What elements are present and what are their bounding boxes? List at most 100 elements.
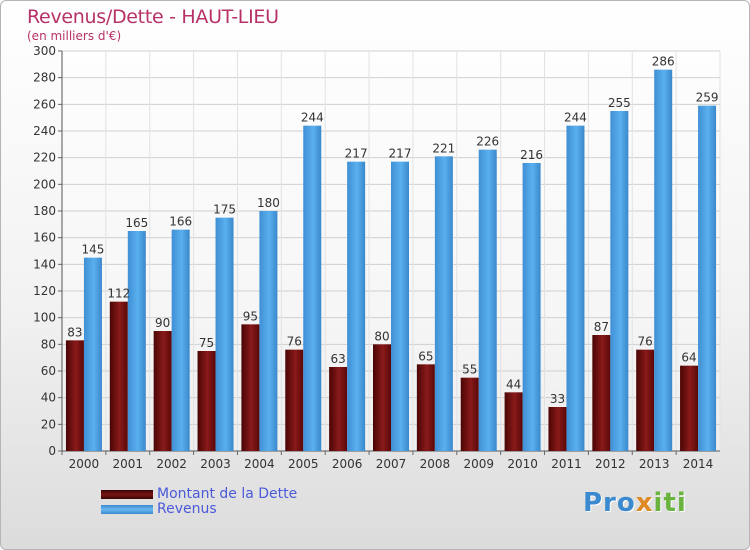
bar-revenus-2001	[127, 231, 146, 451]
chart-title: Revenus/Dette - HAUT-LIEU	[27, 6, 279, 28]
bar-revenus-2012	[610, 111, 629, 451]
bar-revenus-2005	[303, 125, 322, 452]
ytick-label-160: 160	[33, 231, 56, 245]
value-label-revenus-2003: 175	[213, 203, 236, 217]
value-label-revenus-2012: 255	[608, 96, 631, 110]
bar-revenus-2002	[171, 229, 190, 451]
xtick-label-2011: 2011	[551, 457, 582, 471]
xtick-label-2014: 2014	[683, 457, 714, 471]
bar-dette-2010	[504, 392, 523, 451]
ytick-label-280: 280	[33, 71, 56, 85]
bar-dette-2001	[109, 301, 128, 451]
xtick-label-2010: 2010	[507, 457, 538, 471]
legend-label-revenus: Revenus	[157, 501, 217, 517]
bar-revenus-2004	[259, 211, 278, 451]
xtick-label-2007: 2007	[376, 457, 407, 471]
bar-dette-2007	[373, 344, 391, 451]
bar-dette-2006	[329, 367, 348, 451]
value-label-dette-2012: 87	[594, 320, 609, 334]
bar-dette-2008	[416, 364, 435, 451]
value-label-revenus-2001: 165	[125, 216, 148, 230]
value-label-dette-2000: 83	[67, 325, 82, 339]
value-label-revenus-2007: 217	[389, 147, 412, 161]
xtick-label-2001: 2001	[113, 457, 144, 471]
ytick-label-60: 60	[41, 364, 56, 378]
ytick-label-260: 260	[33, 97, 56, 111]
value-label-dette-2002: 90	[155, 316, 170, 330]
bar-revenus-2009	[478, 149, 497, 451]
bar-revenus-2011	[566, 125, 585, 452]
axes: 0 20 40 60 80 100 120 140 160 180 200 220 240 260 280 3…	[33, 44, 720, 471]
value-label-revenus-2004: 180	[257, 196, 280, 210]
bar-dette-2011	[548, 407, 567, 451]
value-label-dette-2006: 63	[330, 352, 345, 366]
bar-dette-2013	[636, 349, 655, 451]
value-label-dette-2013: 76	[638, 335, 653, 349]
value-label-dette-2010: 44	[506, 377, 521, 391]
logo-part-3: iti	[653, 488, 687, 518]
value-label-dette-2007: 80	[374, 329, 389, 343]
xtick-label-2012: 2012	[595, 457, 626, 471]
value-label-revenus-2006: 217	[345, 147, 368, 161]
value-label-dette-2011: 33	[550, 392, 565, 406]
xtick-label-2008: 2008	[420, 457, 451, 471]
ytick-label-20: 20	[41, 417, 56, 431]
value-label-revenus-2005: 244	[301, 111, 324, 125]
ytick-label-300: 300	[33, 44, 56, 58]
xtick-label-2006: 2006	[332, 457, 363, 471]
bar-dette-2014	[680, 365, 699, 451]
value-label-revenus-2000: 145	[81, 243, 104, 257]
xtick-label-2002: 2002	[156, 457, 187, 471]
value-label-revenus-2010: 216	[520, 148, 543, 162]
xtick-label-2004: 2004	[244, 457, 275, 471]
xtick-label-2005: 2005	[288, 457, 319, 471]
xtick-label-2013: 2013	[639, 457, 670, 471]
bar-revenus-2008	[434, 156, 453, 452]
xtick-label-2009: 2009	[463, 457, 494, 471]
value-label-revenus-2014: 259	[696, 91, 719, 105]
legend-swatch-revenus	[101, 505, 153, 514]
bar-dette-2012	[592, 335, 611, 451]
value-label-revenus-2013: 286	[652, 55, 675, 69]
value-label-dette-2008: 65	[418, 349, 433, 363]
value-label-revenus-2009: 226	[476, 135, 499, 149]
bar-revenus-2006	[347, 161, 366, 451]
logo-part-2: x	[635, 488, 654, 518]
logo-part-1: Pro	[583, 488, 636, 518]
proxiti-logo: Proxiti	[583, 488, 687, 518]
bar-revenus-2014	[698, 105, 717, 452]
ytick-label-100: 100	[33, 311, 56, 325]
bar-dette-2002	[153, 331, 172, 451]
xtick-label-2000: 2000	[69, 457, 100, 471]
value-label-dette-2005: 76	[287, 335, 302, 349]
bars	[65, 69, 717, 452]
value-label-dette-2009: 55	[462, 363, 477, 377]
value-label-revenus-2011: 244	[564, 111, 587, 125]
value-label-dette-2004: 95	[243, 309, 258, 323]
bar-revenus-2007	[391, 161, 409, 451]
bar-revenus-2003	[215, 217, 234, 451]
ytick-label-40: 40	[41, 391, 56, 405]
bar-dette-2000	[65, 340, 84, 451]
value-label-dette-2014: 64	[681, 351, 696, 365]
ytick-label-220: 220	[33, 151, 56, 165]
ytick-label-180: 180	[33, 204, 56, 218]
ytick-label-200: 200	[33, 177, 56, 191]
ytick-label-120: 120	[33, 284, 56, 298]
value-labels: 83 145 112 165 90 166 75 175 95 180 76 244 63 217 80 21…	[67, 55, 718, 406]
ytick-label-240: 240	[33, 124, 56, 138]
value-label-dette-2003: 75	[199, 336, 214, 350]
bar-dette-2003	[197, 351, 216, 451]
bar-revenus-2000	[83, 257, 102, 451]
legend-swatch-dette	[101, 490, 153, 499]
value-label-revenus-2008: 221	[432, 141, 455, 155]
value-label-revenus-2002: 166	[169, 215, 192, 229]
ytick-label-0: 0	[48, 444, 56, 458]
xtick-label-2003: 2003	[200, 457, 231, 471]
bar-dette-2005	[285, 349, 304, 451]
bar-dette-2009	[460, 377, 479, 451]
chart-subtitle: (en milliers d'€)	[27, 29, 122, 43]
bar-dette-2004	[241, 324, 260, 451]
